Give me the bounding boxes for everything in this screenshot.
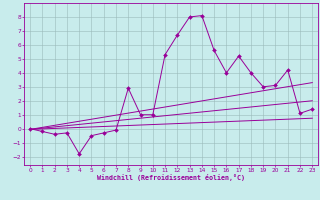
X-axis label: Windchill (Refroidissement éolien,°C): Windchill (Refroidissement éolien,°C)	[97, 174, 245, 181]
